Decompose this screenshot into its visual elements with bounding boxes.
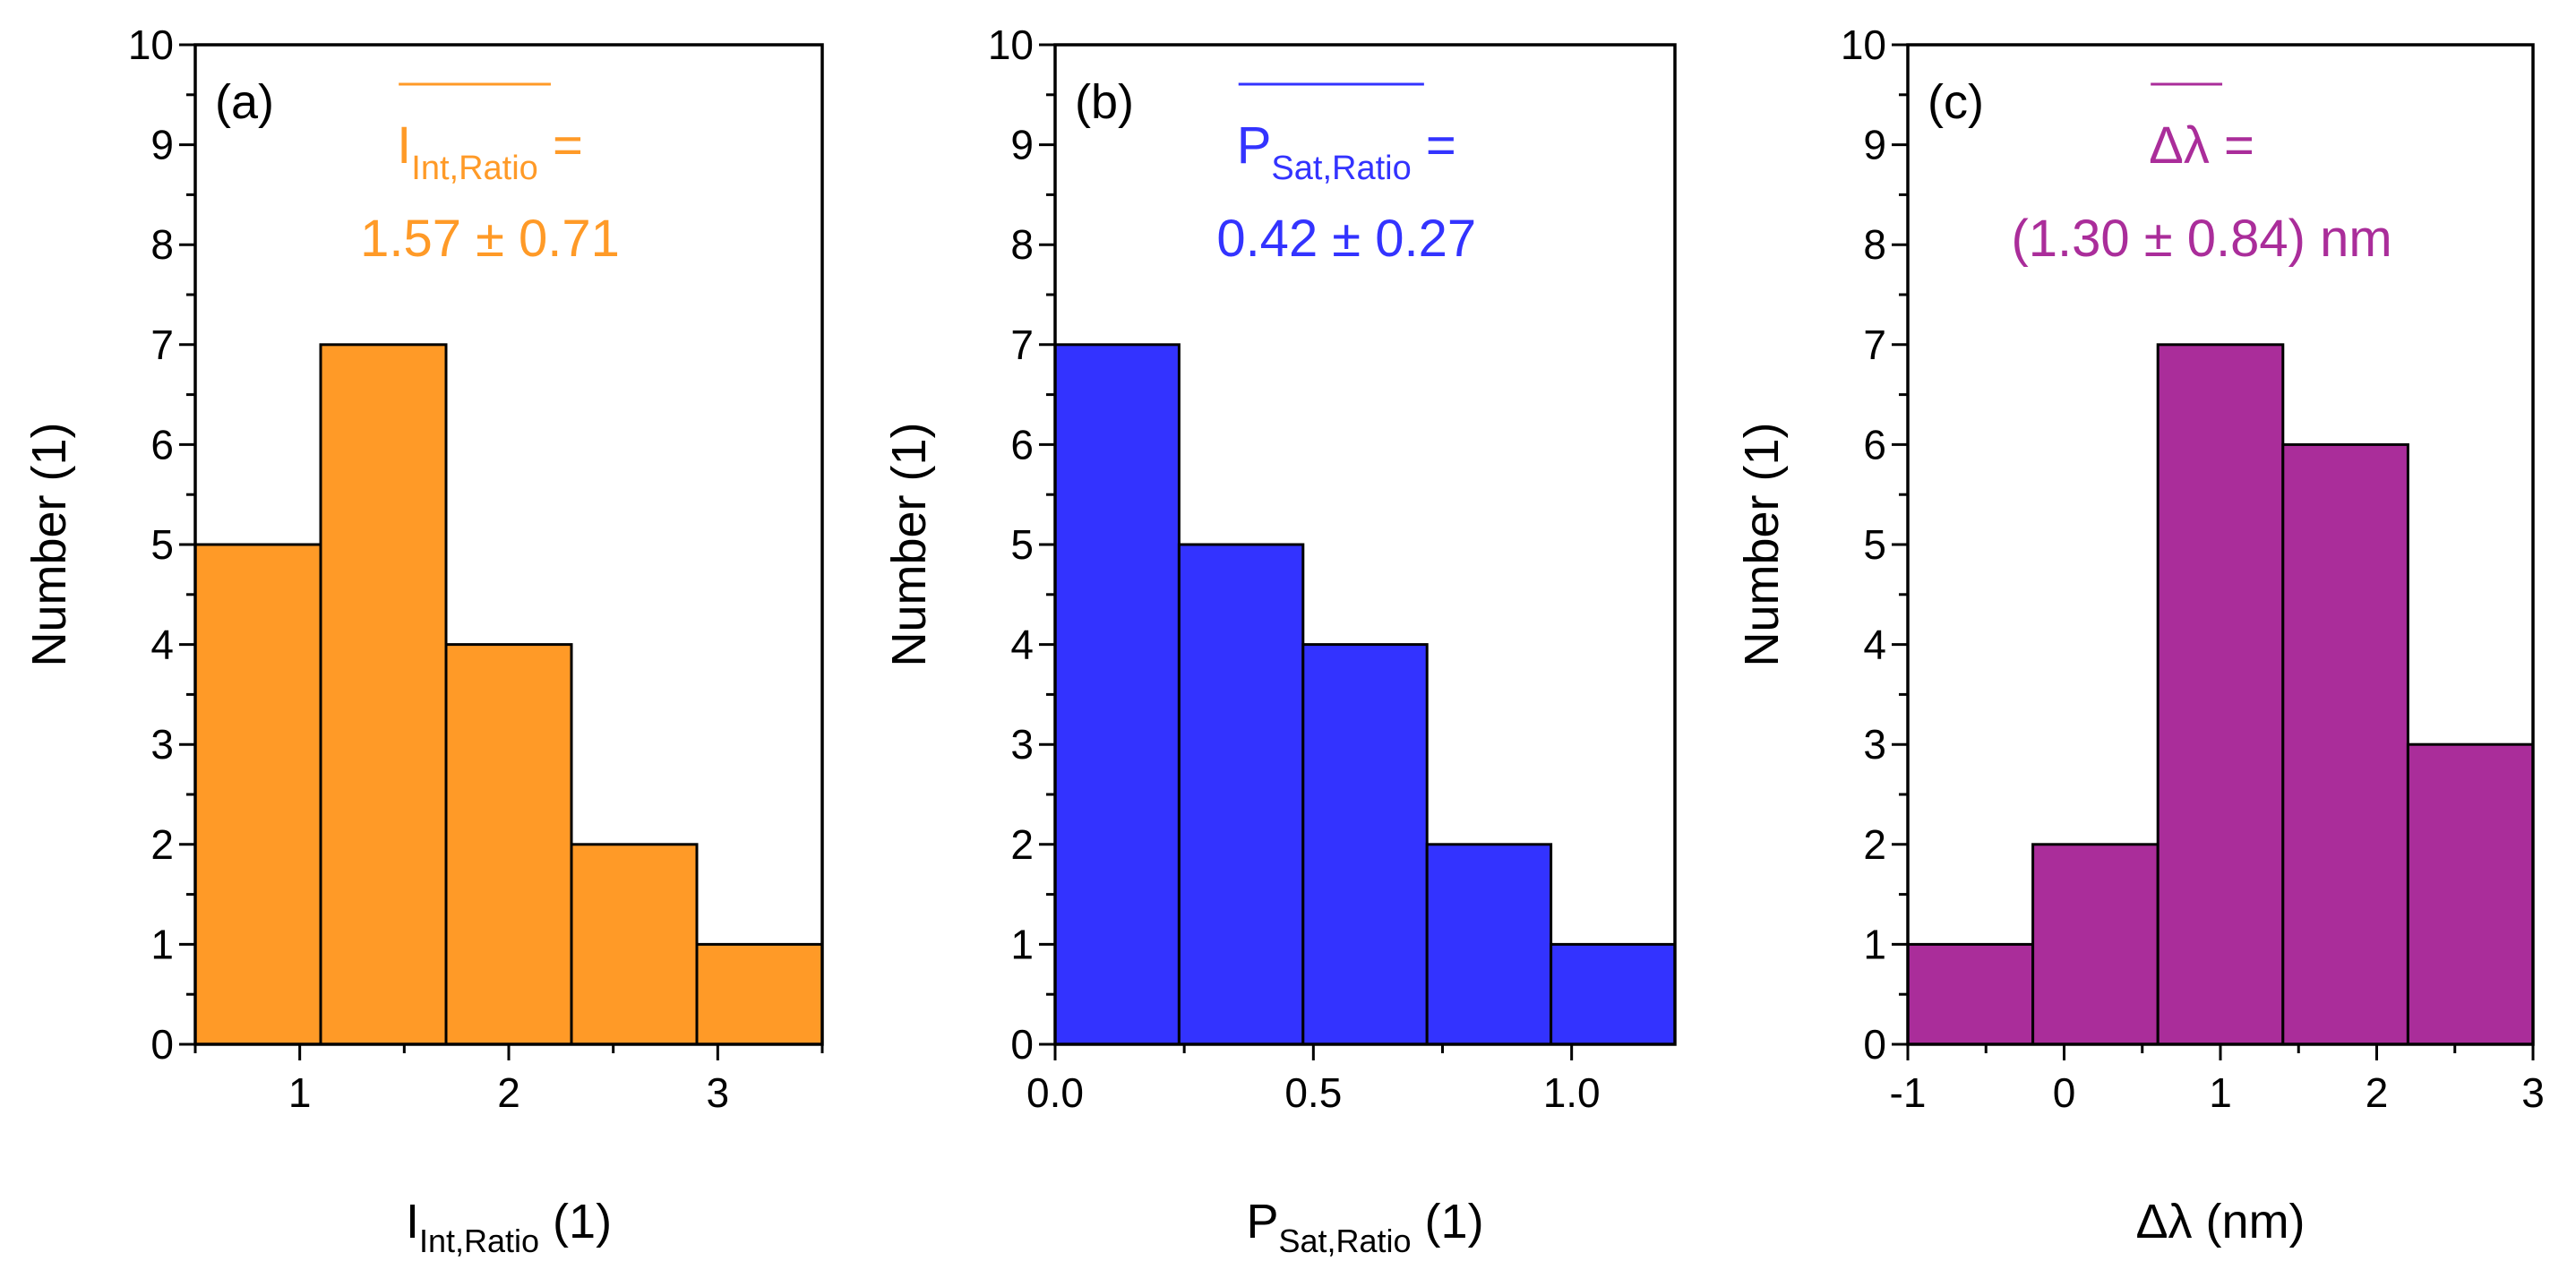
- y-tick-label: 0: [1010, 1021, 1034, 1068]
- annotation-equals: =: [538, 116, 583, 175]
- y-tick-label: 1: [1010, 921, 1034, 967]
- annotation-subscript: Sat,Ratio: [1271, 150, 1411, 187]
- y-tick-label: 2: [1010, 821, 1034, 868]
- x-axis-title-unit: (1): [539, 1195, 612, 1248]
- x-tick-label: 0.5: [1284, 1069, 1342, 1116]
- x-axis-title: Δλ (nm): [2135, 1195, 2305, 1248]
- x-axis-title-subscript: Sat,Ratio: [1278, 1223, 1411, 1259]
- y-tick-label: 3: [1863, 721, 1886, 768]
- histogram-bar: [1301, 643, 1429, 1046]
- histogram-bar: [2406, 742, 2535, 1046]
- annotation-equals: =: [1412, 116, 1456, 175]
- y-tick-label: 5: [1863, 521, 1886, 568]
- y-tick-label: 8: [150, 221, 174, 268]
- x-tick-label: 2: [2366, 1069, 2389, 1116]
- histogram-bar: [695, 942, 824, 1046]
- annotation-subscript: Int,Ratio: [411, 150, 538, 187]
- y-tick-label: 5: [1010, 521, 1034, 568]
- x-axis-title: IInt,Ratio (1): [406, 1195, 612, 1259]
- y-tick-label: 0: [150, 1021, 174, 1068]
- y-tick-label: 4: [1010, 622, 1034, 668]
- panel-label: (a): [215, 75, 274, 129]
- y-tick-label: 1: [150, 921, 174, 967]
- histogram-bar: [1550, 942, 1677, 1046]
- y-tick-label: 4: [1863, 622, 1886, 668]
- x-tick-label: 1.0: [1543, 1069, 1601, 1116]
- histogram-bar: [2156, 343, 2285, 1046]
- y-tick-label: 10: [128, 21, 174, 68]
- annotation-value: 1.57 ± 0.71: [360, 210, 620, 268]
- x-tick-label: -1: [1890, 1069, 1927, 1116]
- annotation-value: 1.30 ± 0.84: [2029, 210, 2288, 268]
- y-tick-label: 9: [1863, 122, 1886, 168]
- histogram-bar: [1425, 843, 1553, 1046]
- histogram-bar: [319, 343, 448, 1046]
- panel-label: (b): [1075, 75, 1134, 129]
- y-tick-label: 3: [150, 721, 174, 768]
- x-axis-title-unit: (1): [1412, 1195, 1484, 1248]
- annotation-value-line: (1.30 ± 0.84) nm: [2011, 210, 2391, 268]
- annotation-value-prefix: (: [2011, 210, 2028, 268]
- y-tick-label: 7: [150, 322, 174, 368]
- y-axis-title: Number (1): [22, 422, 76, 666]
- x-tick-label: 3: [707, 1069, 730, 1116]
- annotation-symbol: I: [397, 116, 411, 175]
- x-axis-title-unit: (nm): [2193, 1195, 2306, 1248]
- x-axis-title-main: I: [406, 1195, 419, 1248]
- y-tick-label: 4: [150, 622, 174, 668]
- histogram-bar: [570, 843, 699, 1046]
- y-tick-label: 10: [988, 21, 1034, 68]
- annotation-symbol-line: IInt,Ratio =: [397, 116, 583, 187]
- x-axis-title-main: Δλ: [2135, 1195, 2192, 1248]
- x-tick-label: 0.0: [1026, 1069, 1084, 1116]
- annotation-value-line: 0.42 ± 0.27: [1216, 210, 1476, 268]
- annotation-equals: =: [2210, 116, 2254, 175]
- annotation-symbol: Δλ: [2149, 116, 2210, 175]
- histogram-bar: [2031, 843, 2160, 1046]
- histogram-bar: [1053, 343, 1181, 1046]
- histogram-bar: [1906, 942, 2035, 1046]
- x-tick-label: 1: [2209, 1069, 2232, 1116]
- annotation-symbol: P: [1237, 116, 1272, 175]
- x-tick-label: 1: [288, 1069, 312, 1116]
- histogram-bar: [1177, 543, 1305, 1046]
- annotation-value-line: 1.57 ± 0.71: [360, 210, 620, 268]
- y-tick-label: 6: [150, 421, 174, 468]
- y-tick-label: 6: [1863, 421, 1886, 468]
- annotation-symbol-line: Δλ =: [2149, 116, 2254, 175]
- x-tick-label: 2: [497, 1069, 520, 1116]
- y-tick-label: 8: [1863, 221, 1886, 268]
- y-tick-label: 2: [150, 821, 174, 868]
- x-axis-title-main: P: [1246, 1195, 1278, 1248]
- annotation-value-suffix: ) nm: [2288, 210, 2392, 268]
- panel-label: (c): [1928, 75, 1984, 129]
- x-tick-label: 3: [2521, 1069, 2545, 1116]
- y-tick-label: 2: [1863, 821, 1886, 868]
- y-tick-label: 8: [1010, 221, 1034, 268]
- y-tick-label: 1: [1863, 921, 1886, 967]
- y-axis-title: Number (1): [882, 422, 936, 666]
- y-tick-label: 0: [1863, 1021, 1886, 1068]
- annotation-value: 0.42 ± 0.27: [1216, 210, 1476, 268]
- x-axis-title-subscript: Int,Ratio: [419, 1223, 539, 1259]
- x-tick-label: 0: [2053, 1069, 2076, 1116]
- y-tick-label: 10: [1841, 21, 1886, 68]
- y-tick-label: 9: [1010, 122, 1034, 168]
- y-tick-label: 5: [150, 521, 174, 568]
- y-tick-label: 3: [1010, 721, 1034, 768]
- y-tick-label: 7: [1863, 322, 1886, 368]
- y-tick-label: 9: [150, 122, 174, 168]
- y-tick-label: 6: [1010, 421, 1034, 468]
- histogram-bar: [193, 543, 322, 1046]
- histogram-bar: [2281, 442, 2409, 1046]
- histogram-bar: [444, 643, 573, 1046]
- x-axis-title: PSat,Ratio (1): [1246, 1195, 1483, 1259]
- y-axis-title: Number (1): [1735, 422, 1789, 666]
- annotation-symbol-line: PSat,Ratio =: [1237, 116, 1456, 187]
- y-tick-label: 7: [1010, 322, 1034, 368]
